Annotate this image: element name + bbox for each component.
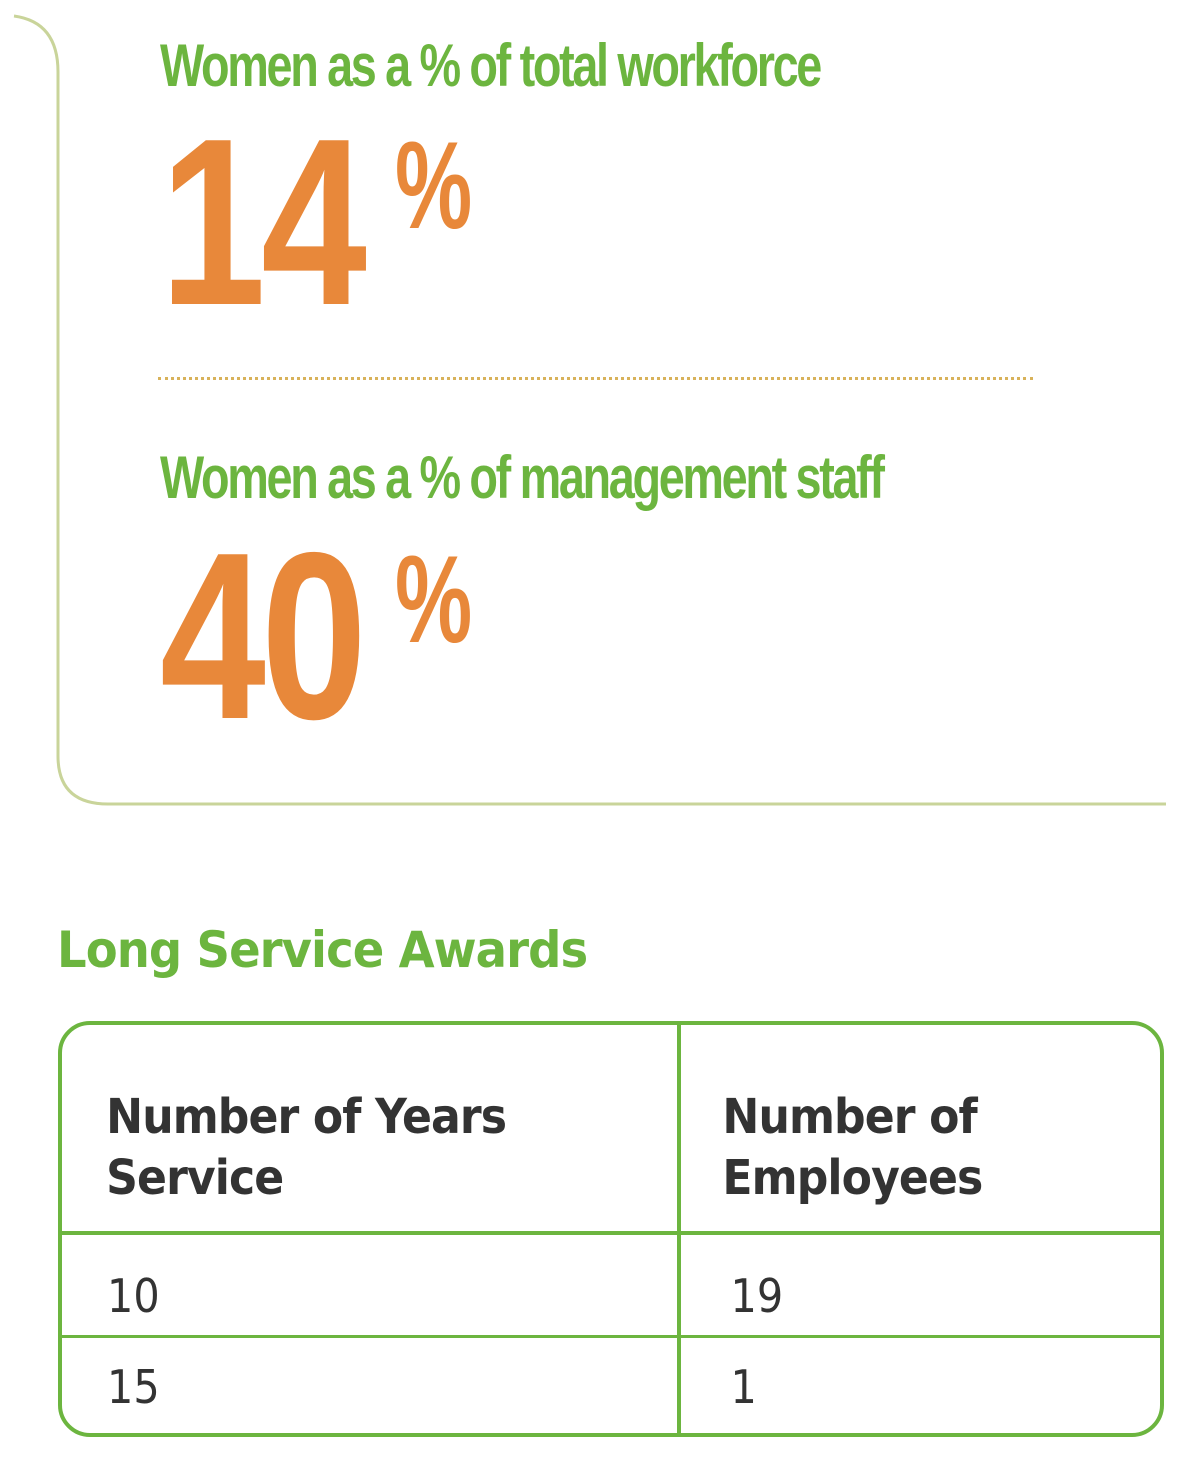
header-line: Service [106, 1150, 284, 1206]
panel-border-path [13, 14, 1166, 806]
table-cell-employees: 19 [679, 1233, 1160, 1338]
stat-heading-management-staff: Women as a % of management staff [160, 444, 885, 511]
stat-value-total-workforce: 14 % [160, 104, 472, 342]
table-cell-years: 10 [62, 1233, 681, 1338]
table-cell-years: 15 [62, 1336, 681, 1433]
awards-table: Number of Years Service Number of Employee… [62, 1025, 1160, 1433]
cell-text: 15 [107, 1360, 160, 1414]
stat-value-management-staff: 40 % [160, 518, 472, 756]
stats-panel-border [0, 14, 1166, 806]
table-row: 10 19 [62, 1233, 1160, 1338]
percent-sign: % [395, 531, 473, 669]
long-service-awards-title: Long Service Awards [57, 921, 588, 979]
percent-sign: % [395, 117, 473, 255]
table-header-row: Number of Years Service Number of Employee… [62, 1025, 1160, 1235]
stat-number: 40 [160, 504, 367, 769]
table-cell-employees: 1 [679, 1337, 1160, 1434]
column-header-employees: Number of Employees [679, 1025, 1160, 1235]
cell-text: 1 [730, 1360, 757, 1414]
header-line: Number of Years [106, 1089, 507, 1145]
cell-text: 10 [107, 1269, 160, 1323]
stat-heading-total-workforce: Women as a % of total workforce [160, 32, 822, 99]
column-header-years-service: Number of Years Service [62, 1025, 681, 1235]
stat-number: 14 [160, 90, 367, 355]
table-row: 15 1 [62, 1336, 1160, 1434]
panel-border-lines [13, 14, 1166, 806]
column-header-text: Number of Employees [681, 1025, 1122, 1209]
column-header-text: Number of Years Service [62, 1025, 628, 1209]
dotted-divider [158, 377, 1033, 380]
header-line: Employees [722, 1150, 983, 1206]
cell-text: 19 [730, 1269, 784, 1323]
header-line: Number of [722, 1089, 977, 1145]
long-service-awards-table: Number of Years Service Number of Employee… [58, 1021, 1164, 1437]
